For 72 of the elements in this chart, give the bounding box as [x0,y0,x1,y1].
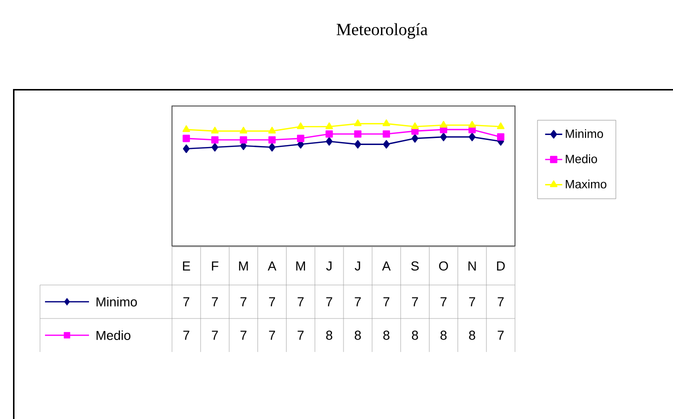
point [240,136,248,144]
point [212,143,218,152]
point [296,122,304,130]
point [440,132,447,142]
x-tick-label: M [239,262,248,270]
point [440,120,448,128]
data-label: 7 [298,297,304,306]
text: Minimo [96,296,137,307]
chart-title: Meteorología [336,23,428,39]
point [211,136,219,144]
point [468,132,476,142]
text: Medio [96,330,130,340]
data-label: 7 [212,330,218,340]
point [182,144,190,153]
x-tick-label: E [183,262,190,270]
point [268,136,276,144]
x-tick-label: A [382,262,391,270]
point [326,130,333,138]
data-label: 7 [240,330,246,340]
point [468,120,476,128]
data-label: 7 [412,297,418,306]
point [240,126,248,134]
x-tick-label: N [468,262,476,270]
point [354,119,362,126]
data-label: 7 [383,297,390,306]
point [354,130,362,138]
data-label: 7 [326,297,332,306]
data-label: 7 [354,297,361,306]
point [411,122,419,130]
point [382,119,390,126]
x-tick-label: F [212,262,218,270]
point [382,130,390,138]
x-tick-label: M [296,262,305,270]
data-label: 8 [354,330,361,340]
x-tick-label: D [497,262,505,270]
point [325,122,333,130]
data-label: 7 [498,297,504,306]
x-tick-label: S [411,261,419,271]
data-label: 8 [412,330,418,340]
point [326,137,333,146]
data-label: 7 [498,330,504,340]
point [268,126,276,134]
x-tick-label: J [326,261,332,271]
legend-label: Medio [566,154,598,164]
point [383,140,390,149]
data-label: 8 [440,330,447,340]
data-label: 7 [212,297,218,306]
point [497,133,504,141]
legend-label: Maximo [566,180,606,188]
point [354,140,362,149]
data-label: 8 [383,330,390,340]
point [296,134,304,142]
data-label: 7 [240,297,246,306]
point [182,125,190,132]
x-tick-label: J [354,261,360,271]
x-tick-label: A [268,262,276,270]
legend-label: Minimo [566,129,604,138]
data-label: 7 [269,297,275,306]
point [211,126,219,134]
point [412,134,418,143]
data-label: 7 [269,330,275,340]
point [496,122,504,130]
point [182,134,190,142]
data-label: 7 [183,330,190,340]
x-tick-label: O [439,261,448,271]
data-label: 8 [469,330,476,340]
data-label: 8 [326,330,332,340]
data-label: 7 [469,297,476,306]
point [268,143,276,152]
data-label: 7 [183,297,190,306]
data-label: 7 [440,297,446,306]
data-label: 7 [298,330,304,340]
